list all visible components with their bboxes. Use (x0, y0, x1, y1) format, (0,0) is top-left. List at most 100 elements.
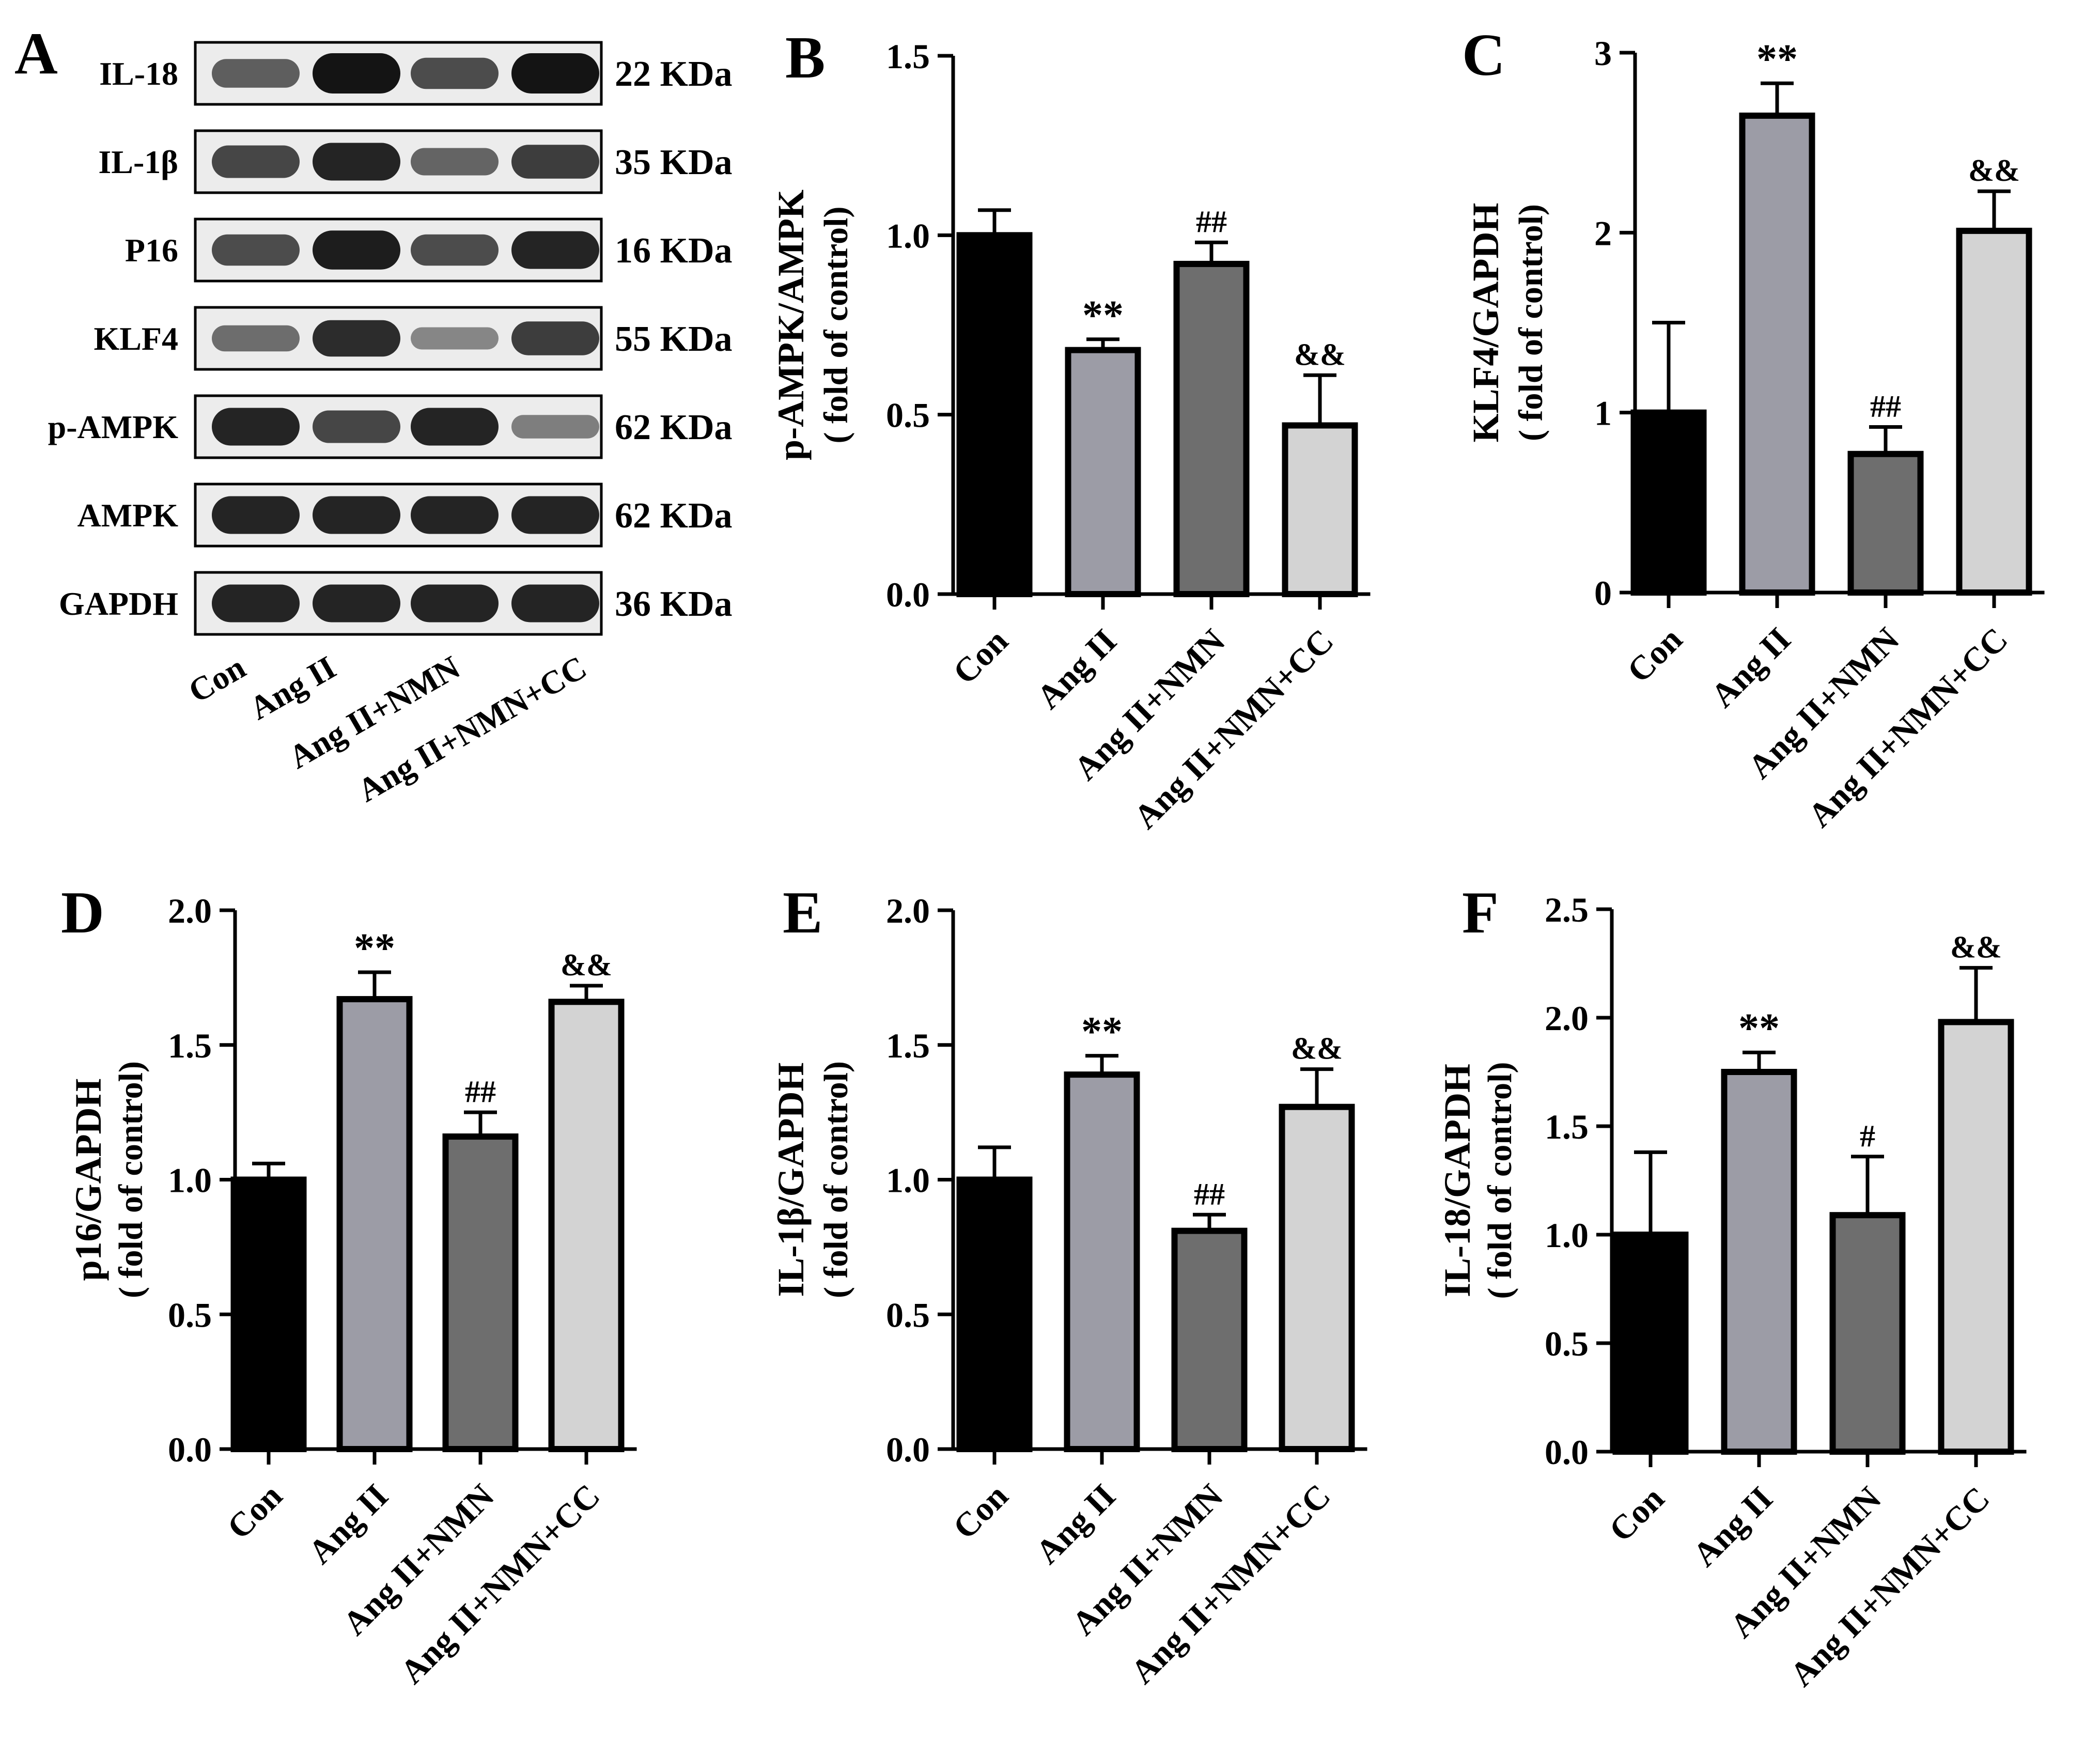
blot-band (212, 234, 300, 266)
significance-mark: && (1294, 337, 1346, 371)
blot-band (313, 584, 400, 623)
significance-mark: && (1968, 153, 2020, 188)
y-tick-label: 1.0 (168, 1161, 212, 1200)
blot-band (212, 408, 300, 446)
bar (1279, 1103, 1355, 1453)
significance-mark: ## (1194, 1177, 1225, 1211)
panel-label: E (783, 880, 822, 946)
blot-band (411, 584, 499, 623)
significance-mark: ## (1870, 390, 1901, 424)
significance-mark: ** (1756, 37, 1798, 82)
y-axis-label-unit: ( fold of control) (817, 1061, 855, 1298)
blot-protein-label: IL-1β (98, 144, 178, 180)
x-tick-label: Ang II+NMN+CC (1124, 1477, 1338, 1691)
x-tick-label: Ang II+NMN+CC (1127, 622, 1341, 836)
blot-row-il-18: IL-18 22 KDa (99, 41, 733, 106)
y-tick-label: 1.5 (886, 1026, 930, 1065)
significance-mark: && (1950, 930, 2002, 964)
blot-size-label: 62 KDa (615, 408, 733, 447)
significance-mark: ** (1082, 293, 1124, 338)
blot-band (212, 584, 300, 623)
blot-lane-label: Con (182, 649, 252, 710)
blot-band (411, 234, 499, 266)
blot-protein-label: IL-18 (99, 55, 178, 92)
blot-row-klf4: KLF4 55 KDa (94, 306, 733, 371)
blot-band (313, 143, 400, 181)
y-tick-label: 0.5 (886, 1295, 930, 1334)
blot-band (511, 53, 599, 94)
bar (1064, 1071, 1140, 1452)
y-axis-label-unit: ( fold of control) (817, 207, 855, 444)
blot-protein-label: p-AMPK (48, 409, 179, 445)
western-blot-panel: A IL-18 22 KDa IL-1β 35 KDa P16 16 KDa KLF4 55 … (14, 21, 733, 809)
blot-size-label: 36 KDa (615, 584, 733, 624)
y-tick-label: 0.5 (168, 1295, 212, 1334)
x-tick-label: Ang II+NMN+CC (1801, 620, 2015, 835)
y-tick-label: 1.0 (886, 216, 930, 255)
x-tick-label: Ang II (1030, 622, 1124, 717)
bar (1847, 450, 1924, 596)
bar (1938, 1019, 2014, 1455)
panel-label: F (1462, 880, 1499, 946)
y-axis-label: IL-1β/GAPDH (770, 1063, 812, 1297)
bar (1065, 347, 1141, 597)
blot-lane-label: Ang II+NMN+CC (351, 649, 593, 809)
blot-protein-label: P16 (125, 232, 178, 269)
blot-band (511, 321, 599, 355)
y-axis-label: KLF4/GAPDH (1465, 203, 1506, 443)
y-tick-label: 0.0 (886, 1430, 930, 1469)
bar (1956, 227, 2032, 596)
x-tick-label: Ang II (301, 1477, 396, 1572)
y-tick-label: 1.5 (1545, 1107, 1589, 1146)
y-tick-label: 1.0 (1545, 1216, 1589, 1255)
blot-band (411, 408, 499, 446)
blot-band (511, 415, 599, 439)
blot-row-p16: P16 16 KDa (125, 217, 733, 283)
bar (1739, 112, 1815, 596)
significance-mark: ** (1738, 1006, 1780, 1051)
bar (1612, 1232, 1689, 1455)
panel-label-a: A (14, 21, 58, 87)
blot-size-label: 22 KDa (615, 54, 733, 94)
blot-band (212, 59, 300, 88)
blot-band (212, 145, 300, 178)
y-tick-label: 2.5 (1545, 890, 1589, 929)
blot-band (313, 230, 400, 270)
blot-band (511, 496, 599, 534)
blot-band (313, 410, 400, 443)
significance-mark: ** (354, 926, 395, 971)
blot-band (313, 496, 400, 534)
blot-size-label: 35 KDa (615, 143, 733, 182)
x-tick-label: Ang II+NMN+CC (1783, 1480, 1997, 1694)
blot-protein-label: GAPDH (59, 585, 178, 622)
bar (956, 1176, 1033, 1452)
blot-size-label: 62 KDa (615, 496, 733, 536)
significance-mark: && (561, 948, 612, 982)
y-tick-label: 0.0 (168, 1430, 212, 1469)
blot-band (511, 145, 599, 179)
significance-mark: # (1860, 1119, 1875, 1153)
bar (1282, 422, 1358, 597)
y-tick-label: 0.5 (886, 396, 930, 435)
y-tick-label: 2 (1594, 213, 1612, 253)
blot-size-label: 16 KDa (615, 231, 733, 271)
x-tick-label: Con (946, 1477, 1016, 1547)
y-tick-label: 2.0 (1545, 999, 1589, 1038)
bar (956, 232, 1033, 598)
blot-band (511, 231, 599, 269)
bar (548, 999, 625, 1453)
y-tick-label: 1.0 (886, 1161, 930, 1200)
bar (1171, 1227, 1248, 1452)
y-tick-label: 0.0 (886, 575, 930, 614)
y-tick-label: 2.0 (886, 891, 930, 930)
y-axis-label-unit: ( fold of control) (112, 1061, 150, 1298)
bar (1173, 260, 1250, 597)
y-tick-label: 0.0 (1545, 1433, 1589, 1472)
blot-size-label: 55 KDa (615, 319, 733, 359)
